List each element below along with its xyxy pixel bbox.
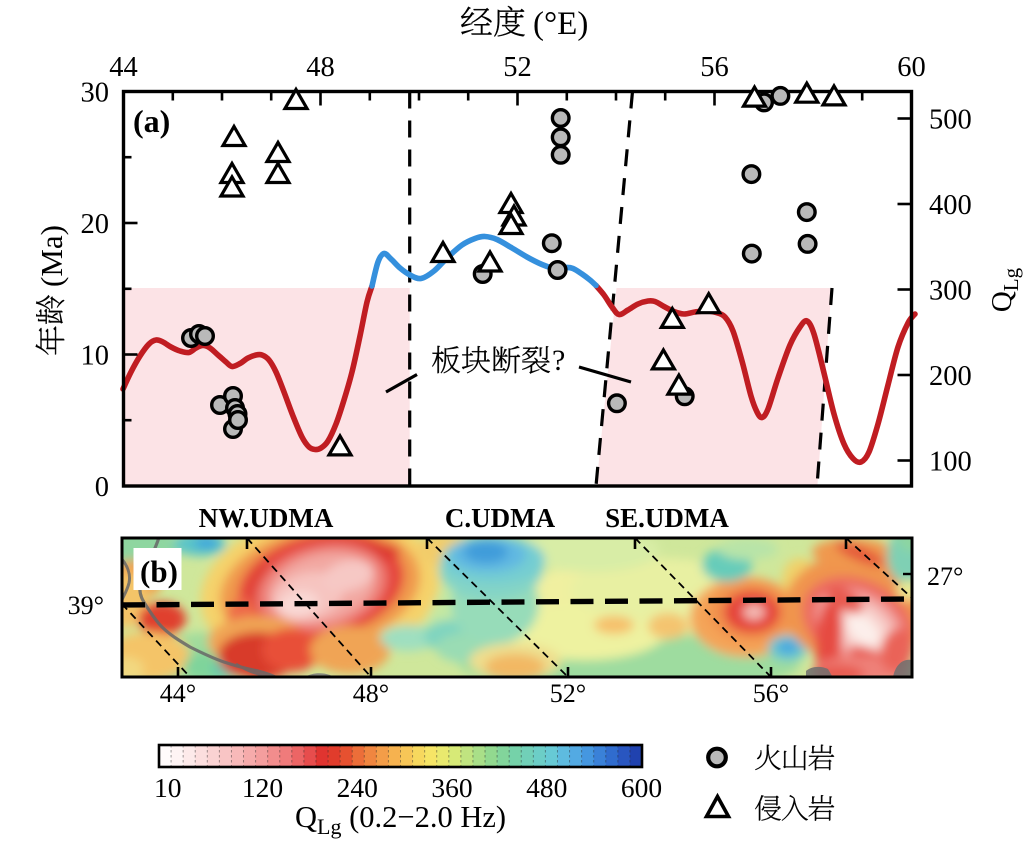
svg-text:56: 56 bbox=[700, 52, 729, 83]
svg-text:60: 60 bbox=[897, 52, 926, 83]
svg-text:56°: 56° bbox=[753, 679, 789, 708]
svg-text:480: 480 bbox=[526, 772, 567, 803]
svg-text:500: 500 bbox=[929, 104, 972, 135]
svg-text:C.UDMA: C.UDMA bbox=[445, 503, 556, 533]
svg-text:300: 300 bbox=[929, 275, 972, 306]
svg-text:0: 0 bbox=[95, 472, 109, 503]
svg-text:52°: 52° bbox=[550, 679, 586, 708]
svg-text:360: 360 bbox=[431, 772, 472, 803]
svg-text:10: 10 bbox=[81, 340, 110, 371]
svg-text:52: 52 bbox=[503, 52, 532, 83]
svg-text:?: ? bbox=[552, 344, 565, 377]
svg-text:100: 100 bbox=[929, 446, 972, 477]
svg-text:600: 600 bbox=[621, 772, 662, 803]
svg-text:240: 240 bbox=[337, 772, 378, 803]
svg-text:(b): (b) bbox=[140, 554, 178, 589]
svg-text:27°: 27° bbox=[927, 562, 963, 591]
svg-text:200: 200 bbox=[929, 361, 972, 392]
svg-text:44°: 44° bbox=[160, 679, 196, 708]
svg-text:QLg: QLg bbox=[986, 267, 1023, 312]
svg-text:NW.UDMA: NW.UDMA bbox=[199, 503, 334, 533]
svg-text:SE.UDMA: SE.UDMA bbox=[605, 503, 729, 533]
svg-text:10: 10 bbox=[154, 772, 182, 803]
svg-text:30: 30 bbox=[81, 77, 110, 108]
svg-text:(°E): (°E) bbox=[533, 6, 588, 42]
svg-text:48°: 48° bbox=[353, 679, 389, 708]
svg-text:20: 20 bbox=[81, 209, 110, 240]
svg-text:(a): (a) bbox=[133, 103, 170, 139]
svg-text:120: 120 bbox=[242, 772, 283, 803]
svg-text:48: 48 bbox=[306, 52, 335, 83]
svg-text:400: 400 bbox=[929, 190, 972, 221]
svg-text:44: 44 bbox=[109, 52, 138, 83]
svg-text:39°: 39° bbox=[68, 591, 104, 620]
svg-text:(Ma): (Ma) bbox=[34, 225, 69, 287]
